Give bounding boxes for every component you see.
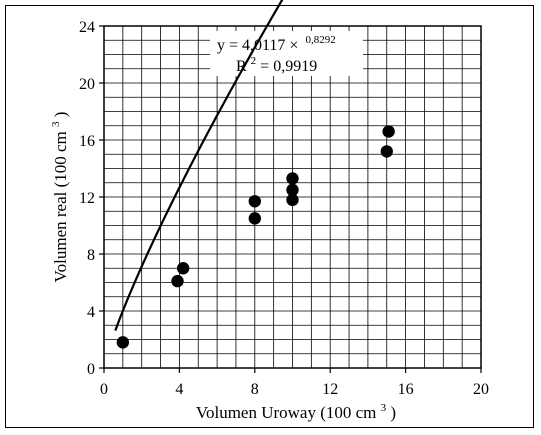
data-point <box>382 125 395 138</box>
data-point <box>176 262 190 275</box>
x-tick-label: 12 <box>322 381 338 398</box>
equation-prefix: y = 4,0117 × <box>217 37 298 54</box>
r2-value: = 0,9919 <box>260 58 317 75</box>
data-point <box>171 274 184 288</box>
data-point <box>248 212 261 225</box>
r2-prefix: R <box>236 58 247 75</box>
x-axis-label: Volumen Uroway (100 cm 3 ) <box>196 396 396 422</box>
equation-text: y = 4,0117 × 0,8292 <box>217 34 336 54</box>
y-tick-label: 20 <box>79 76 95 93</box>
chart-frame <box>5 5 534 428</box>
data-point <box>286 172 299 185</box>
y-axis-label-tail: ) <box>51 112 70 118</box>
y-tick-label: 24 <box>79 19 95 36</box>
r2-superscript: 2 <box>251 55 257 67</box>
x-axis-label-main: Volumen Uroway (100 cm <box>196 403 377 422</box>
y-axis-label-sup: 3 <box>50 121 62 127</box>
x-tick-label: 4 <box>175 381 183 398</box>
data-point <box>116 336 130 349</box>
y-tick-label: 4 <box>87 304 95 321</box>
x-tick-labels: 0 4 8 12 16 20 <box>100 381 489 398</box>
y-axis-label: Volumen real (100 cm 3 ) <box>44 112 70 283</box>
x-tick-label: 0 <box>100 381 108 398</box>
y-tick-labels: 0 4 8 12 16 20 24 <box>79 19 95 378</box>
equation-exponent: 0,8292 <box>305 34 335 46</box>
axis-ticks <box>99 25 482 373</box>
y-axis-label-main: Volumen real (100 cm <box>51 131 70 282</box>
data-points <box>116 125 395 349</box>
equation-box <box>210 31 363 76</box>
power-fit-curve <box>114 0 284 331</box>
data-point <box>380 145 393 158</box>
y-tick-label: 12 <box>79 190 95 207</box>
x-tick-label: 8 <box>251 381 259 398</box>
y-tick-label: 0 <box>87 361 95 378</box>
x-axis-label-tail: ) <box>390 403 396 422</box>
r-squared-text: R 2 = 0,9919 <box>236 51 317 75</box>
data-point <box>286 193 299 207</box>
x-axis-label-sup: 3 <box>381 402 387 414</box>
y-tick-label: 8 <box>87 247 95 264</box>
data-point <box>286 183 299 197</box>
y-tick-label: 16 <box>79 133 95 150</box>
x-tick-label: 16 <box>398 381 414 398</box>
x-tick-label: 20 <box>473 381 489 398</box>
data-point <box>248 195 261 208</box>
